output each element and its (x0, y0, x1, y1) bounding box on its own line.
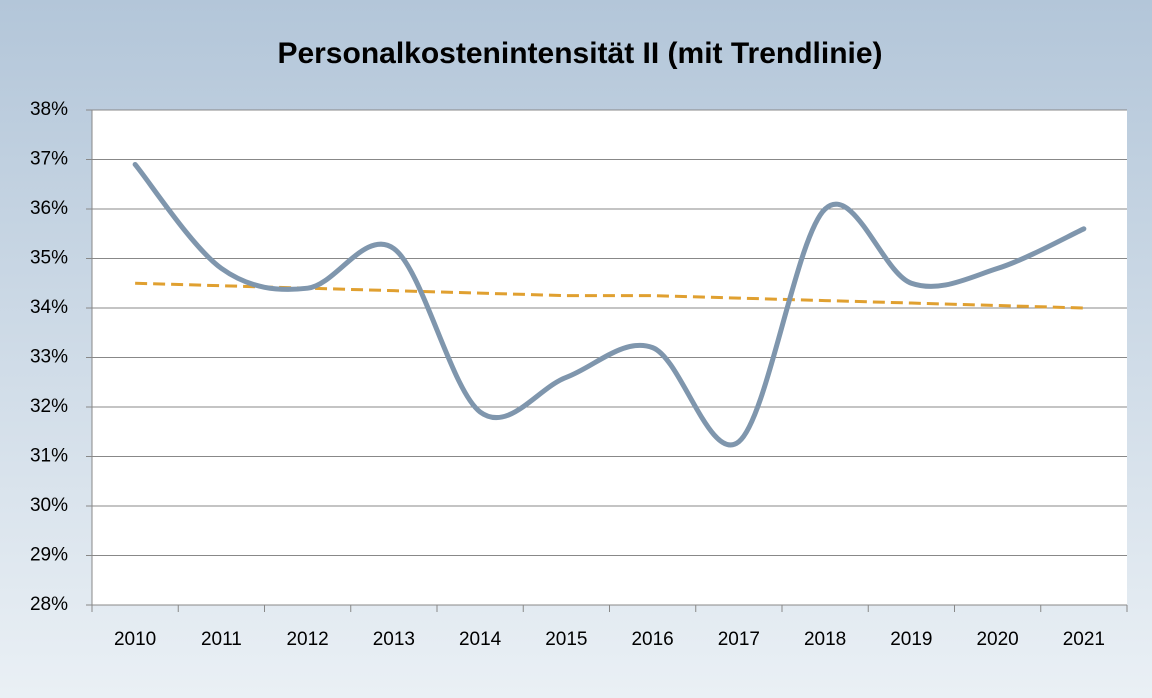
y-tick-label: 28% (30, 594, 68, 615)
x-tick-label: 2017 (718, 629, 760, 650)
x-tick-label: 2012 (286, 629, 328, 650)
y-tick-label: 36% (30, 198, 68, 219)
x-tick-label: 2021 (1063, 629, 1105, 650)
data-line (132, 161, 1087, 448)
x-tick-label: 2019 (890, 629, 932, 650)
y-tick-label: 33% (30, 347, 68, 368)
x-tick-label: 2014 (459, 629, 502, 650)
y-tick-label: 29% (30, 545, 68, 566)
trendline (135, 281, 1084, 310)
x-tick-label: 2020 (976, 629, 1018, 650)
y-tick-label: 32% (30, 396, 68, 417)
x-tick-label: 2013 (373, 629, 415, 650)
y-tick-label: 31% (30, 446, 68, 467)
y-tick-label: 35% (30, 248, 68, 269)
x-tick-label: 2016 (631, 629, 673, 650)
x-tick-label: 2015 (545, 629, 587, 650)
y-tick-label: 38% (30, 99, 68, 120)
x-tick-label: 2011 (201, 629, 242, 650)
chart-title: Personalkostenintensität II (mit Trendli… (277, 37, 882, 70)
y-tick-label: 34% (30, 297, 68, 318)
y-tick-label: 30% (30, 495, 68, 516)
x-tick-label: 2010 (114, 629, 156, 650)
y-tick-label: 37% (30, 149, 68, 170)
x-tick-label: 2018 (804, 629, 846, 650)
